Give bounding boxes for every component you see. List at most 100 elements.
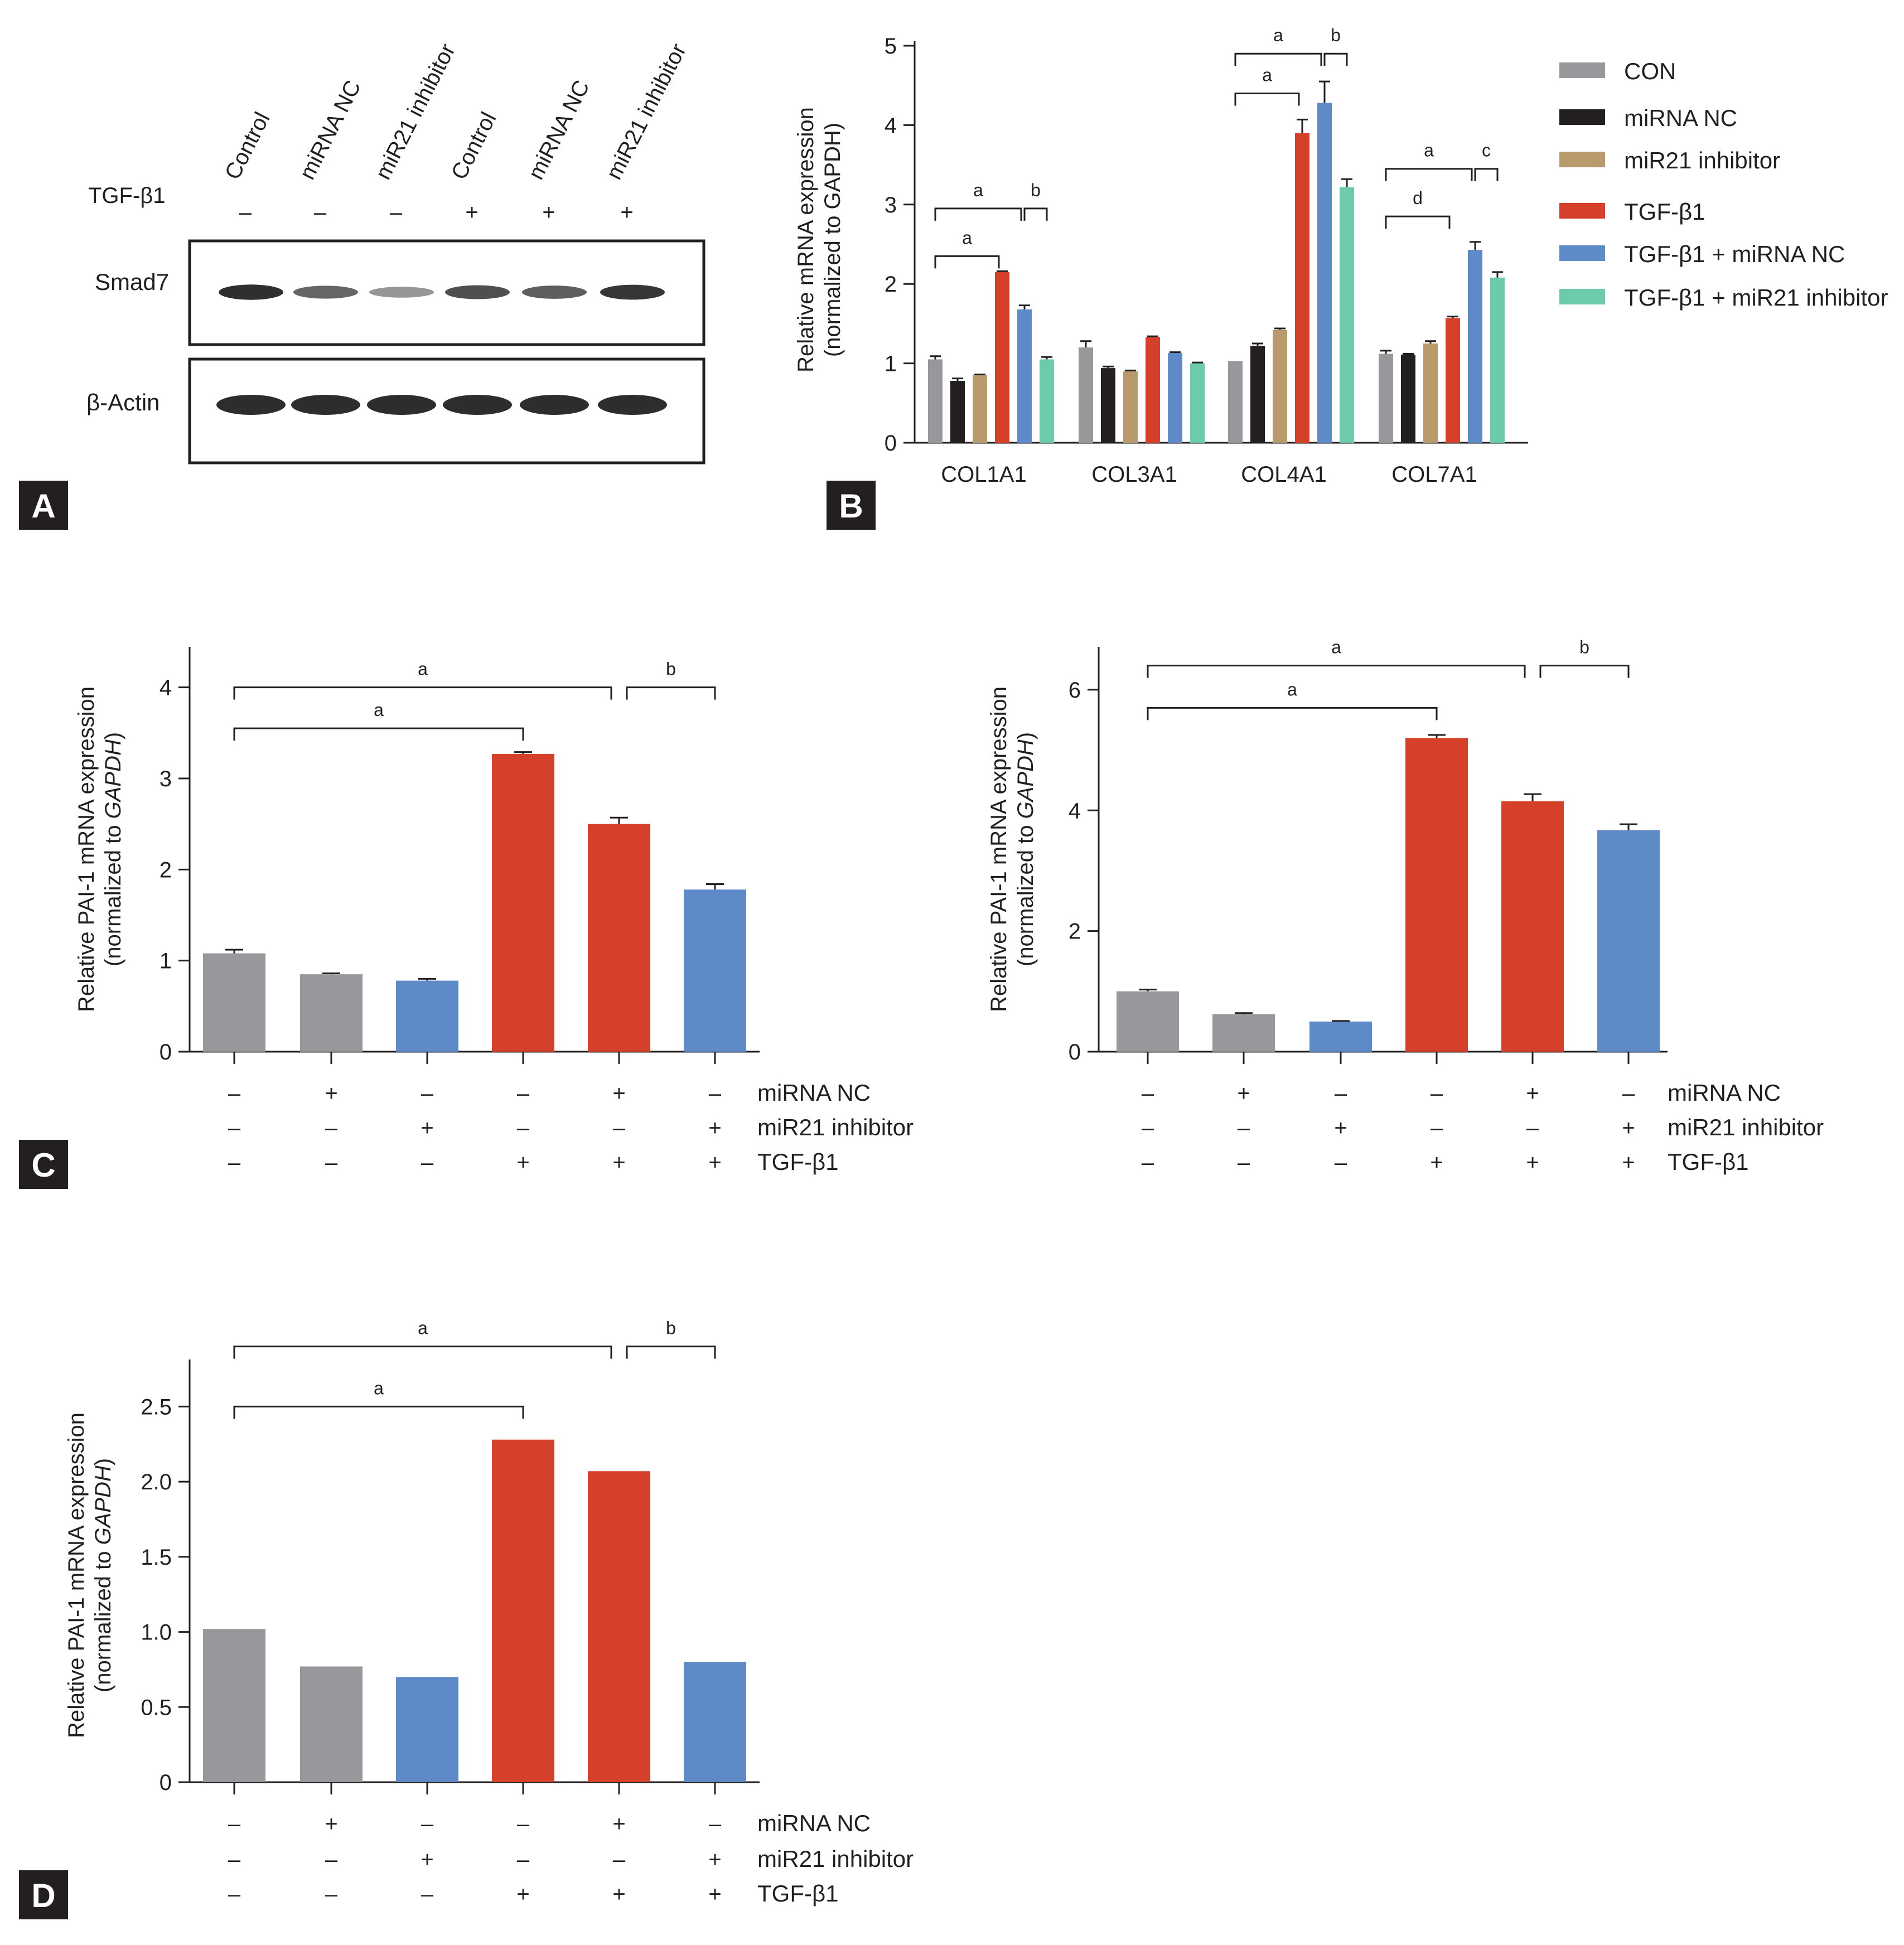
y-tick-label: 6	[1069, 678, 1081, 703]
condition-sign: –	[421, 1882, 434, 1907]
bar-mir21-inhibitor	[1273, 330, 1287, 443]
significance-bracket	[1385, 168, 1473, 181]
significance-bracket	[1234, 52, 1322, 66]
blot-lane-label: miR21 inhibitor	[371, 40, 460, 183]
y-tick-label: 2	[1069, 920, 1081, 944]
y-tick-label: 2	[885, 272, 897, 297]
bar-tgf-1-mir21-inhibitor	[1340, 187, 1354, 443]
significance-bracket-label: c	[1482, 141, 1491, 161]
condition-sign: +	[1430, 1150, 1443, 1175]
legend-label: TGF-β1	[1624, 199, 1705, 225]
blot-treatment-label: TGF-β1	[88, 183, 166, 208]
bar	[588, 1471, 650, 1782]
y-tick-label: 1	[160, 949, 172, 974]
significance-bracket	[1539, 665, 1630, 678]
significance-bracket-label: a	[973, 180, 983, 200]
significance-bracket-label: a	[962, 228, 972, 248]
y-tick-label: 1.0	[141, 1620, 172, 1645]
significance-bracket-label: b	[1579, 637, 1589, 657]
bar-con	[928, 359, 943, 443]
y-axis-label-part: (normalized to	[1013, 819, 1038, 967]
bar-mirna-nc	[1401, 354, 1415, 443]
y-tick-label: 3	[160, 767, 172, 791]
bar-mir21-inhibitor	[1123, 371, 1138, 443]
bar	[203, 1629, 265, 1782]
significance-bracket-label: b	[1031, 180, 1041, 200]
condition-sign: +	[1622, 1150, 1635, 1175]
y-axis-label-part: )	[1013, 732, 1038, 739]
bar	[300, 1666, 363, 1782]
blot-lane-label: miRNA NC	[295, 76, 366, 183]
condition-sign: +	[612, 1882, 625, 1907]
y-axis-label-part: GAPDH	[91, 1465, 115, 1545]
chart-pai1-d: 0 0.5 1.0 1.5 2.0 2.5 a a b – + – – + – miRNA NC – – + – – + m…	[64, 1318, 914, 1907]
condition-sign: +	[516, 1150, 529, 1175]
x-category-label: COL3A1	[1091, 462, 1177, 487]
bar	[300, 974, 363, 1052]
bar-mirna-nc	[1101, 368, 1115, 443]
condition-sign: +	[1334, 1116, 1347, 1140]
condition-sign: –	[1142, 1150, 1154, 1175]
panel-D-label: D	[31, 1877, 55, 1914]
y-axis-label: Relative mRNA expression	[794, 107, 818, 372]
condition-sign: –	[613, 1116, 626, 1140]
blot-smad7-band	[293, 286, 358, 299]
bar-tgf-1-mir21-inhibitor	[1490, 277, 1505, 443]
y-axis-label-part: (normalized to	[101, 819, 125, 967]
bar	[1309, 1021, 1372, 1052]
condition-label: miRNA NC	[1668, 1080, 1781, 1106]
y-axis-label-line2: (normalized to GAPDH)	[91, 1458, 115, 1692]
condition-sign: –	[1526, 1116, 1539, 1140]
bar	[1117, 991, 1179, 1052]
condition-sign: –	[613, 1847, 626, 1872]
bar-mirna-nc	[950, 380, 965, 443]
significance-bracket-label: a	[1262, 65, 1272, 85]
blot-tgf-sign: –	[390, 200, 403, 225]
y-tick-label: 0	[885, 431, 897, 456]
condition-sign: +	[708, 1847, 721, 1872]
y-axis-label: Relative PAI-1 mRNA expression	[74, 686, 99, 1012]
condition-sign: –	[325, 1116, 338, 1140]
significance-bracket-label: a	[374, 700, 384, 720]
x-category-label: COL7A1	[1391, 462, 1477, 487]
condition-label: miR21 inhibitor	[1668, 1114, 1824, 1140]
blot-smad7-band	[369, 287, 434, 298]
condition-sign: –	[325, 1150, 338, 1175]
blot-lane-label: miR21 inhibitor	[602, 40, 691, 183]
condition-sign: –	[421, 1812, 434, 1836]
significance-bracket	[626, 1346, 716, 1359]
y-tick-label: 2.5	[141, 1395, 172, 1419]
y-axis-label-line2: (normalized to GAPDH)	[1013, 732, 1038, 966]
condition-sign: –	[709, 1812, 722, 1836]
legend-swatch	[1559, 203, 1605, 219]
bar	[203, 953, 265, 1052]
condition-sign: –	[1431, 1081, 1443, 1106]
condition-sign: +	[325, 1812, 337, 1836]
condition-label: miRNA NC	[757, 1810, 871, 1836]
condition-sign: +	[516, 1882, 529, 1907]
panel-D-badge	[19, 1870, 68, 1919]
y-axis-label-line2: (normalized to GAPDH)	[101, 732, 125, 966]
bar	[492, 1439, 554, 1782]
bar	[396, 1677, 458, 1782]
significance-bracket-label: a	[1273, 25, 1283, 45]
significance-bracket	[934, 207, 1022, 221]
blot-actin-band	[367, 395, 436, 415]
legend-swatch	[1559, 152, 1605, 167]
legend-swatch	[1559, 62, 1605, 78]
bar	[588, 824, 650, 1052]
y-tick-label: 5	[885, 34, 897, 59]
bar	[1501, 801, 1564, 1052]
significance-bracket-label: b	[666, 1318, 676, 1338]
y-tick-label: 4	[160, 676, 172, 700]
significance-bracket	[1147, 665, 1526, 678]
bar-tgf-1	[1146, 337, 1160, 443]
bar	[684, 1662, 746, 1782]
condition-sign: –	[1142, 1081, 1154, 1106]
condition-sign: +	[612, 1812, 625, 1836]
y-axis-label-line2: (normalized to GAPDH)	[820, 123, 845, 357]
legend-swatch	[1559, 109, 1605, 125]
bar	[1405, 738, 1468, 1052]
condition-sign: –	[228, 1847, 241, 1872]
bar-tgf-1-mirna-nc	[1468, 249, 1482, 443]
